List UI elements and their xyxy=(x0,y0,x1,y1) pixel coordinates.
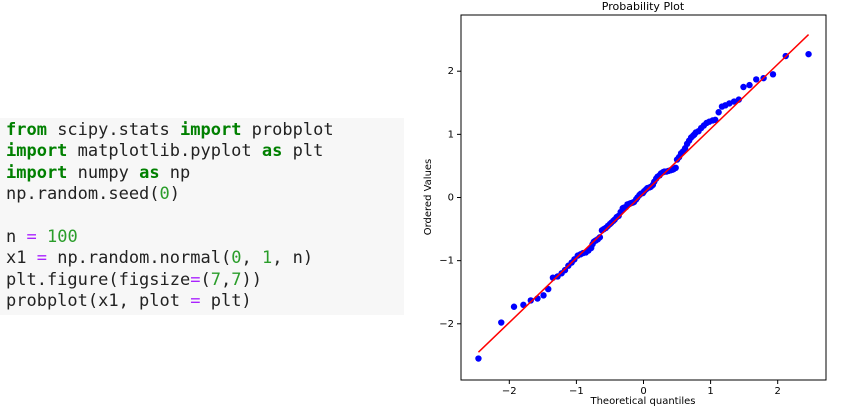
operator: = xyxy=(190,269,201,290)
x-tick-label: 1 xyxy=(707,386,713,397)
code-text: plt.figure(figsize xyxy=(6,269,191,290)
code-text: , n) xyxy=(272,248,314,269)
code-text: probplot xyxy=(241,120,334,140)
number: 1 xyxy=(261,248,273,269)
data-point xyxy=(740,83,747,91)
code-text: ) xyxy=(169,184,181,205)
data-point xyxy=(596,234,604,241)
x-tick-label: −1 xyxy=(569,386,584,397)
code-line: import numpy as np xyxy=(6,163,404,184)
code-line: import matplotlib.pyplot as plt xyxy=(6,141,404,162)
keyword: as xyxy=(139,162,160,183)
code-text: plt xyxy=(282,141,324,162)
code-text: , xyxy=(241,248,262,269)
code-line: from scipy.stats import probplot xyxy=(6,120,404,141)
data-point xyxy=(498,319,505,326)
data-point xyxy=(527,297,534,304)
number: 100 xyxy=(46,226,78,247)
data-point xyxy=(672,164,679,172)
code-text: matplotlib.pyplot xyxy=(67,141,262,162)
data-point xyxy=(769,71,777,78)
x-tick-label: −2 xyxy=(502,386,517,397)
data-point xyxy=(746,81,753,89)
code-text: ( xyxy=(200,269,211,290)
data-point xyxy=(805,50,812,58)
data-point xyxy=(715,109,722,116)
keyword: import xyxy=(180,120,242,140)
code-text: )) xyxy=(241,269,262,290)
code-line: plt.figure(figsize=(7,7)) xyxy=(6,270,404,291)
data-point xyxy=(540,292,547,299)
y-axis-label: Ordered Values xyxy=(423,159,434,236)
y-tick-label: −1 xyxy=(439,256,454,267)
y-tick-label: 2 xyxy=(448,66,454,77)
chart-title: Probability Plot xyxy=(602,0,685,13)
operator: = xyxy=(190,291,201,312)
data-point xyxy=(753,76,760,83)
code-cell: from scipy.stats import probplot import … xyxy=(0,118,404,315)
x-axis-label: Theoretical quantiles xyxy=(589,396,695,407)
code-line: x1 = np.random.normal(0, 1, n) xyxy=(6,248,404,269)
code-line: np.random.seed(0) xyxy=(6,184,404,205)
y-tick-label: −2 xyxy=(439,319,454,330)
code-line: probplot(x1, plot = plt) xyxy=(6,291,404,312)
code-line: n = 100 xyxy=(6,227,404,248)
keyword: from xyxy=(6,120,47,140)
code-text: , xyxy=(220,269,232,290)
number: 0 xyxy=(231,248,242,269)
x-tick-label: 0 xyxy=(640,386,646,397)
fit-line xyxy=(477,34,810,353)
code-text: probplot(x1, plot xyxy=(6,291,191,312)
keyword: import xyxy=(6,141,68,162)
code-text: np.random.seed( xyxy=(6,184,160,205)
operator: = xyxy=(26,226,37,247)
number: 0 xyxy=(159,184,170,205)
code-text: np xyxy=(159,162,191,183)
code-text: np.random.normal( xyxy=(46,248,232,269)
code-text: x1 xyxy=(6,248,37,269)
code-text: scipy.stats xyxy=(46,120,181,140)
number: 7 xyxy=(210,269,221,290)
data-point xyxy=(712,116,719,124)
code-text: numpy xyxy=(67,162,140,183)
keyword: import xyxy=(6,162,68,183)
y-tick-label: 0 xyxy=(448,193,454,204)
code-text: plt) xyxy=(200,291,252,312)
keyword: as xyxy=(261,141,283,162)
operator: = xyxy=(36,248,47,269)
code-text: n xyxy=(6,226,27,247)
data-point xyxy=(561,266,569,274)
data-point xyxy=(475,355,482,362)
number: 7 xyxy=(231,269,242,290)
y-tick-label: 1 xyxy=(448,129,454,140)
data-point xyxy=(510,303,518,310)
x-tick-label: 2 xyxy=(775,386,781,397)
